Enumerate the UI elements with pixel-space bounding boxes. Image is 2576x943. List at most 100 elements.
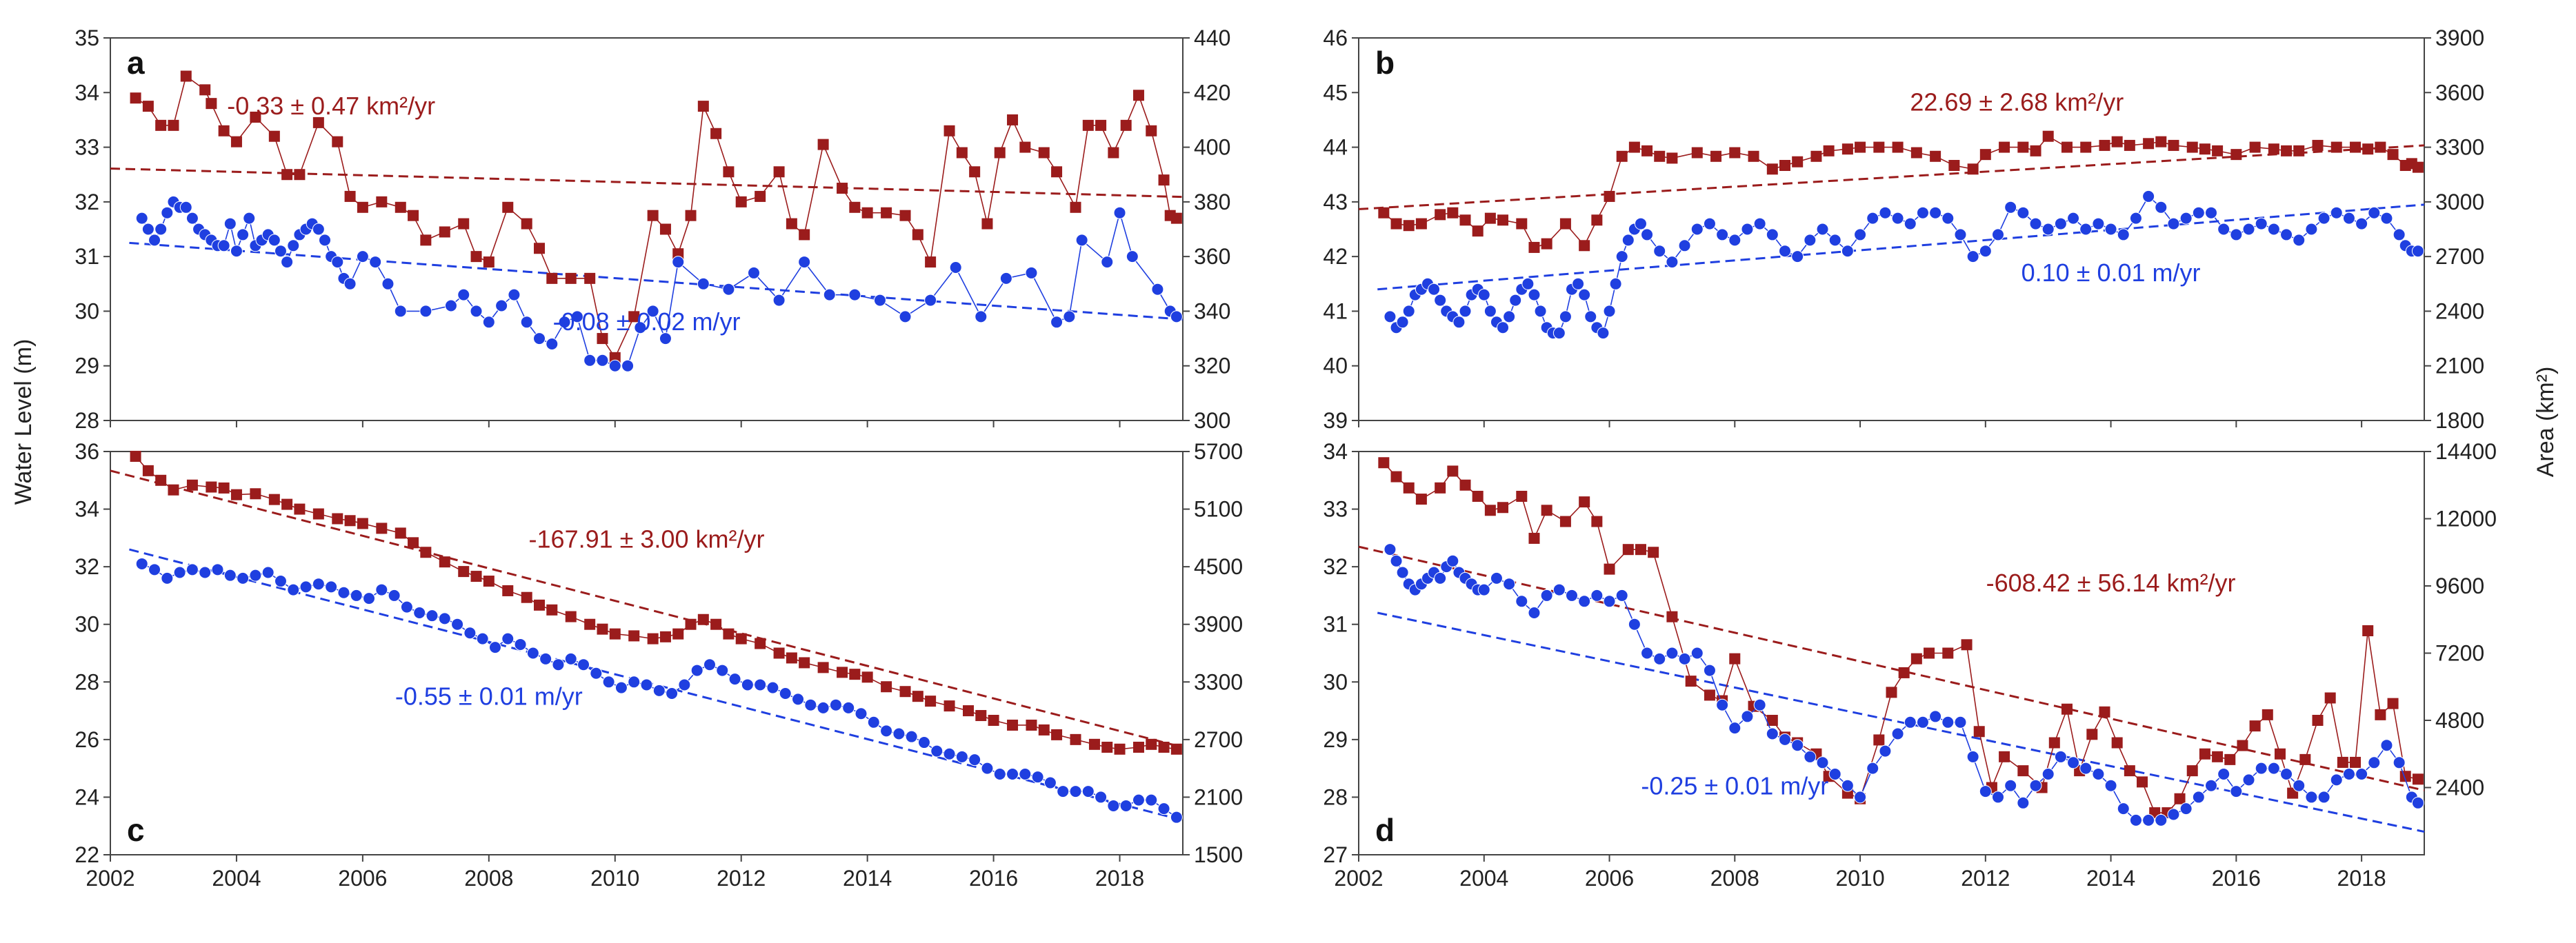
panel-b-area-point	[2061, 141, 2073, 153]
panel-a-level-point	[343, 277, 357, 290]
panel-c-area-point	[773, 647, 785, 659]
panel-a-y2tick-label: 340	[1194, 298, 1230, 323]
panel-d-xtick-label: 2016	[2212, 866, 2261, 891]
panel-a-level-point	[949, 261, 962, 274]
panel-c-area-point	[1170, 743, 1182, 755]
panel-d-level-point	[2179, 802, 2193, 815]
panel-c-area-point	[130, 450, 141, 462]
panel-b-level-point	[2079, 223, 2093, 236]
panel-d-level-point	[2192, 791, 2205, 804]
panel-b-area-trend-line	[1358, 144, 2425, 210]
panel-c-level-point	[375, 583, 388, 596]
panel-b-y2tick-label: 3300	[2435, 135, 2484, 160]
panel-a-area-point	[799, 229, 810, 241]
panel-a-level-point	[148, 234, 161, 247]
panel-a-level-point	[154, 223, 168, 236]
panel-d-level-point	[2217, 768, 2230, 780]
panel-a-level-point	[659, 332, 672, 345]
panel-c-area-point	[988, 715, 999, 726]
panel-d-level-point	[1477, 583, 1490, 596]
panel-b-level-point	[2305, 223, 2318, 236]
panel-c-level-point	[211, 563, 224, 576]
panel-a-area-point	[943, 125, 955, 136]
panel-b-level-point	[2242, 223, 2255, 236]
panel-b-y2tick-label: 1800	[2435, 408, 2484, 433]
panel-c-level-point	[640, 678, 653, 691]
panel-d-area-point	[1591, 516, 1603, 527]
panel-b-level-point	[1452, 316, 1466, 329]
panel-c-area-point	[534, 599, 545, 611]
panel-c-area-point	[168, 484, 179, 496]
panel-a-level-point	[924, 294, 937, 307]
panel-a-area-point	[837, 183, 848, 194]
panel-c-level-point	[615, 681, 628, 694]
panel-b-letter: b	[1375, 45, 1395, 81]
panel-c-area-point	[943, 700, 955, 712]
panel-d-level-point	[1891, 727, 1904, 740]
panel-d-level-point	[1603, 595, 1616, 608]
panel-b-area-point	[1616, 150, 1628, 162]
panel-d-area-point	[2137, 776, 2148, 788]
panel-c-area-point	[1088, 738, 1100, 750]
panel-b-level-point	[1572, 277, 1585, 290]
panel-b-area-point	[1472, 225, 1484, 237]
panel-d-level-point	[2317, 791, 2330, 804]
panel-a-level-point	[179, 201, 192, 214]
panel-c-level-point	[690, 664, 703, 677]
panel-b-level-point	[1728, 234, 1741, 247]
panel-d-area-point	[1541, 505, 1552, 516]
panel-d-level-point	[2155, 813, 2168, 827]
panel-b-level-point	[2054, 217, 2067, 230]
panel-c-level-point	[602, 676, 615, 689]
panel-b-area-point	[1691, 147, 1703, 159]
panel-d-level-point	[1528, 607, 1541, 619]
panel-d-level-point	[2305, 791, 2318, 804]
panel-d-area-point	[2312, 715, 2324, 726]
panel-b-area-point	[2350, 141, 2362, 153]
panel-c-level-point	[299, 580, 312, 594]
panel-a-level-point	[823, 288, 836, 301]
panel-c-area-point	[344, 515, 356, 527]
panel-a-level-point	[634, 321, 647, 334]
panel-d-level-point	[2293, 779, 2306, 792]
panel-a-area-point	[199, 84, 211, 96]
panel-c-area-point	[881, 681, 892, 693]
panel-d-area-point	[1497, 502, 1509, 514]
panel-d-area-point	[1528, 532, 1540, 544]
panel-b-area-point	[1415, 218, 1427, 230]
panel-b-level-point	[1741, 223, 1754, 236]
panel-b-level-point	[1428, 283, 1441, 296]
panel-d-level-point	[2230, 785, 2243, 798]
panel-d-level-point	[1703, 664, 1716, 677]
panel-c-area-point	[597, 623, 608, 635]
panel-c: 2002 2004 2006 2008 2010 2012 2014 2016 2018 22 24…	[74, 439, 1243, 891]
panel-d-area-point	[1648, 547, 1659, 558]
panel-d-area-point	[1873, 734, 1885, 746]
panel-c-level-point	[880, 724, 893, 738]
panel-d-ytick-label: 32	[1323, 554, 1348, 579]
panel-c-area-trend-line	[110, 469, 1184, 749]
panel-c-level-point	[968, 753, 981, 767]
panel-c-xtick-label: 2012	[717, 866, 766, 891]
panel-d-level-point	[1515, 595, 1528, 608]
panel-b-level-point	[1641, 228, 1654, 241]
panel-a-ytick-label: 31	[74, 244, 99, 269]
panel-d-level-trend-line	[1377, 611, 2425, 833]
panel-c-xtick-label: 2002	[86, 866, 134, 891]
panel-d-level-point	[1678, 652, 1691, 665]
panel-c-level-point	[1119, 799, 1132, 812]
panel-c-ytick-label: 24	[74, 784, 99, 809]
panel-c-level-point	[161, 571, 174, 585]
panel-d-level-point	[1566, 589, 1578, 602]
panel-a-area-point	[647, 210, 659, 221]
panel-b-level-point	[1384, 310, 1397, 323]
panel-d-level-point	[1954, 716, 1967, 729]
panel-b-level-point	[2317, 212, 2330, 225]
panel-a-area-point	[786, 218, 797, 230]
panel-d-level-point	[2167, 808, 2180, 821]
panel-a-level-point	[1050, 316, 1064, 329]
panel-a-area-point	[597, 333, 608, 345]
panel-c-level-point	[628, 676, 641, 689]
panel-c-level-point	[1044, 776, 1057, 789]
panel-b-level-point	[1396, 316, 1409, 329]
